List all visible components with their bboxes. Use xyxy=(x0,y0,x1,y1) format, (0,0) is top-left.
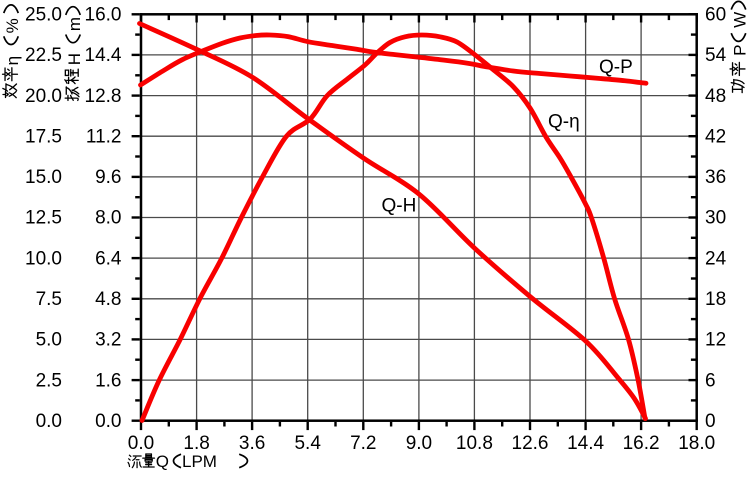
svg-text:3.2: 3.2 xyxy=(95,330,121,351)
svg-text:10.0: 10.0 xyxy=(25,248,62,269)
svg-text:2.5: 2.5 xyxy=(36,370,62,391)
svg-text:0.0: 0.0 xyxy=(128,433,154,454)
svg-text:17.5: 17.5 xyxy=(25,126,62,147)
svg-text:6: 6 xyxy=(705,370,716,391)
svg-text:12.6: 12.6 xyxy=(512,433,549,454)
svg-text:11.2: 11.2 xyxy=(86,126,122,147)
svg-text:14.4: 14.4 xyxy=(567,433,604,454)
svg-text:12: 12 xyxy=(705,330,726,351)
svg-text:η: η xyxy=(3,56,22,65)
svg-text:10.8: 10.8 xyxy=(456,433,493,454)
svg-text:LPM: LPM xyxy=(182,452,217,471)
svg-text:16.0: 16.0 xyxy=(85,5,122,26)
svg-text:60: 60 xyxy=(705,5,726,26)
svg-text:18.0: 18.0 xyxy=(678,433,715,454)
svg-text:0.0: 0.0 xyxy=(36,411,62,432)
svg-text:9.0: 9.0 xyxy=(406,433,432,454)
svg-text:5.0: 5.0 xyxy=(36,330,62,351)
svg-text:m: m xyxy=(65,17,84,31)
svg-text:0: 0 xyxy=(705,411,716,432)
svg-text:7.2: 7.2 xyxy=(350,433,376,454)
svg-text:8.0: 8.0 xyxy=(95,208,121,229)
svg-text:12.8: 12.8 xyxy=(85,86,122,107)
svg-text:1.8: 1.8 xyxy=(183,433,209,454)
svg-text:14.4: 14.4 xyxy=(85,45,122,66)
svg-text:18: 18 xyxy=(705,289,726,310)
svg-text:9.6: 9.6 xyxy=(95,167,121,188)
svg-text:Q-η: Q-η xyxy=(548,112,580,133)
svg-text:15.0: 15.0 xyxy=(25,167,62,188)
svg-text:5.4: 5.4 xyxy=(294,433,321,454)
svg-text:42: 42 xyxy=(705,126,726,147)
svg-text:6.4: 6.4 xyxy=(95,248,122,269)
svg-text:54: 54 xyxy=(705,45,727,66)
svg-text:48: 48 xyxy=(705,86,726,107)
svg-text:20.0: 20.0 xyxy=(25,86,62,107)
svg-text:36: 36 xyxy=(705,167,726,188)
svg-text:0.0: 0.0 xyxy=(95,411,121,432)
svg-text:W: W xyxy=(730,12,749,28)
svg-text:30: 30 xyxy=(705,208,726,229)
svg-text:3.6: 3.6 xyxy=(239,433,265,454)
svg-text:%: % xyxy=(3,18,22,33)
svg-text:7.5: 7.5 xyxy=(36,289,62,310)
svg-text:1.6: 1.6 xyxy=(95,370,121,391)
svg-text:Q: Q xyxy=(156,452,169,471)
svg-text:H: H xyxy=(65,53,84,65)
svg-text:16.2: 16.2 xyxy=(623,433,660,454)
svg-text:Q-P: Q-P xyxy=(599,57,633,78)
svg-text:Q-H: Q-H xyxy=(382,196,417,217)
svg-text:25.0: 25.0 xyxy=(25,5,62,26)
svg-text:4.8: 4.8 xyxy=(95,289,121,310)
svg-text:24: 24 xyxy=(705,248,727,269)
svg-text:22.5: 22.5 xyxy=(25,45,62,66)
svg-text:P: P xyxy=(730,44,749,55)
svg-text:12.5: 12.5 xyxy=(25,208,62,229)
